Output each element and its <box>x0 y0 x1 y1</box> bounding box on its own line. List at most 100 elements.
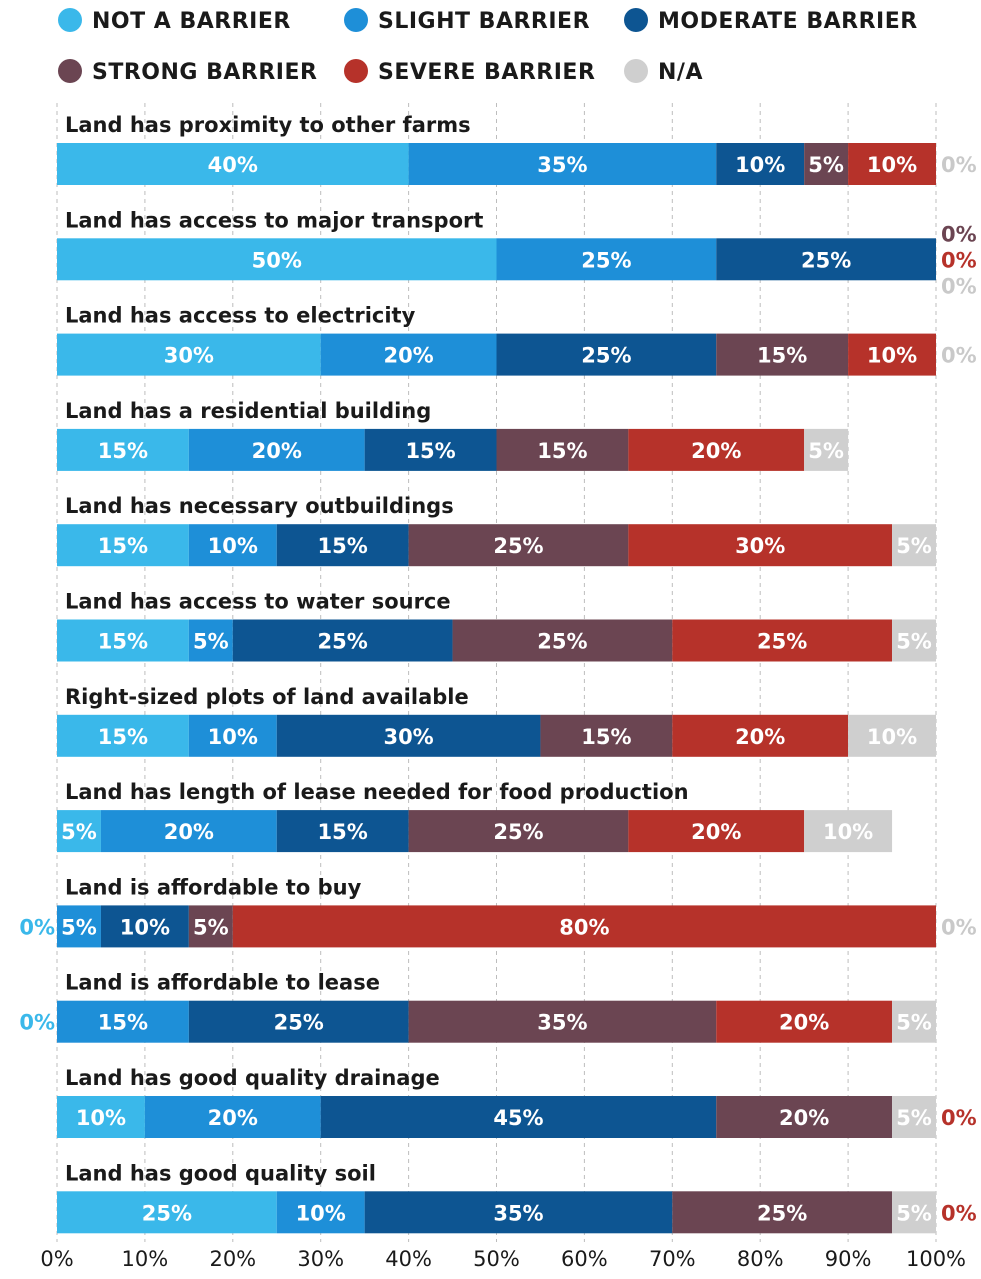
legend-item: NOT A BARRIER <box>58 8 290 34</box>
data-label: 5% <box>896 1106 932 1130</box>
data-label: 5% <box>896 630 932 654</box>
zero-label: 0% <box>19 1011 55 1035</box>
data-label: 20% <box>208 1106 258 1130</box>
bar-segment <box>100 810 277 853</box>
data-label: 10% <box>867 344 917 368</box>
data-label: 20% <box>779 1106 829 1130</box>
bar-segment <box>672 1191 893 1234</box>
data-label: 5% <box>896 534 932 558</box>
data-label: 25% <box>757 630 807 654</box>
bar-segment <box>144 1096 321 1138</box>
bar-segment <box>408 143 717 185</box>
bar-segment <box>804 428 849 471</box>
legend-item: SLIGHT BARRIER <box>344 8 590 34</box>
row-label: Right-sized plots of land available <box>65 685 469 709</box>
bar-segment <box>540 714 673 757</box>
data-label: 15% <box>98 1011 148 1035</box>
bar-segment <box>57 905 101 948</box>
x-tick-label: 70% <box>649 1247 696 1271</box>
bar-segment <box>57 619 189 662</box>
bar-segment <box>57 428 189 471</box>
x-axis: 0% 10% 20% 30% 40% 50% 60% 70% 80% 90% 100% <box>40 1247 966 1271</box>
legend-swatch <box>624 59 648 83</box>
zero-label: 0% <box>941 915 977 939</box>
data-label: 5% <box>193 915 229 939</box>
bar-segment <box>188 524 277 567</box>
data-label: 15% <box>581 725 631 749</box>
data-label: 5% <box>193 630 229 654</box>
data-label: 20% <box>779 1011 829 1035</box>
bar-segment <box>628 810 805 853</box>
legend-item: N/A <box>624 59 703 85</box>
bar-segment <box>848 714 936 757</box>
x-tick-label: 50% <box>473 1247 520 1271</box>
bar-segment <box>188 905 233 948</box>
bar-segment <box>804 810 893 853</box>
bar-segment <box>408 1000 717 1043</box>
data-label: 35% <box>493 1201 543 1225</box>
zero-label: 0% <box>941 344 977 368</box>
bar-segment <box>57 333 321 376</box>
data-label: 15% <box>98 534 148 558</box>
legend-swatch <box>624 8 648 32</box>
data-label: 25% <box>537 630 587 654</box>
zero-label: 0% <box>19 915 55 939</box>
data-label: 20% <box>691 439 741 463</box>
row-label: Land is affordable to buy <box>65 875 362 899</box>
legend-swatch <box>344 8 368 32</box>
bar-segment <box>496 428 629 471</box>
data-label: 10% <box>208 725 258 749</box>
bar-segment <box>716 238 936 281</box>
bar-segment <box>628 428 805 471</box>
zero-label: 0% <box>941 1201 977 1225</box>
bar-segment <box>232 905 937 948</box>
bar-segment <box>848 143 936 185</box>
bar-segment <box>364 1191 673 1234</box>
bar-segment <box>496 333 717 376</box>
legend-label: SEVERE BARRIER <box>378 60 595 85</box>
data-label: 10% <box>208 534 258 558</box>
bar-segment <box>892 1191 936 1234</box>
data-label: 5% <box>61 915 97 939</box>
data-label: 15% <box>318 534 368 558</box>
bar-row: Land has good quality drainage 10% 20% 45% 2… <box>57 1066 977 1138</box>
data-label: 25% <box>493 820 543 844</box>
data-label: 20% <box>383 344 433 368</box>
bar-segment <box>672 714 849 757</box>
bar-row: Land has access to water source 15% 5% 25% 2… <box>57 590 936 662</box>
data-label: 35% <box>537 1011 587 1035</box>
data-label: 10% <box>867 725 917 749</box>
bar-segment <box>408 810 629 853</box>
data-label: 5% <box>896 1011 932 1035</box>
data-label: 15% <box>537 439 587 463</box>
bar-row: Land has a residential building 15% 20% 15%… <box>57 399 849 471</box>
bar-segment <box>716 1000 893 1043</box>
bar-segment <box>188 428 365 471</box>
bar-segment <box>804 143 849 185</box>
legend-label: STRONG BARRIER <box>92 60 317 85</box>
x-tick-label: 100% <box>906 1247 966 1271</box>
x-tick-label: 60% <box>561 1247 608 1271</box>
x-tick-label: 30% <box>297 1247 344 1271</box>
bar-row: Land has good quality soil 25% 10% 35% 25% 5%… <box>57 1161 977 1234</box>
legend-label: N/A <box>658 60 703 85</box>
row-label: Land has good quality soil <box>65 1161 376 1185</box>
bar-segment <box>276 524 409 567</box>
data-label: 10% <box>76 1106 126 1130</box>
bar-segment <box>57 1191 277 1234</box>
row-label: Land has access to water source <box>65 590 451 614</box>
data-label: 25% <box>757 1201 807 1225</box>
data-label: 25% <box>274 1011 324 1035</box>
data-label: 15% <box>318 820 368 844</box>
bar-segment <box>892 1000 936 1043</box>
bar-segment <box>892 524 936 567</box>
data-label: 5% <box>61 820 97 844</box>
bar-segment <box>672 619 893 662</box>
data-label: 40% <box>208 153 258 177</box>
x-tick-label: 90% <box>825 1247 872 1271</box>
legend: NOT A BARRIER SLIGHT BARRIER MODERATE BARR… <box>58 8 917 85</box>
data-label: 15% <box>405 439 455 463</box>
data-label: 15% <box>98 725 148 749</box>
